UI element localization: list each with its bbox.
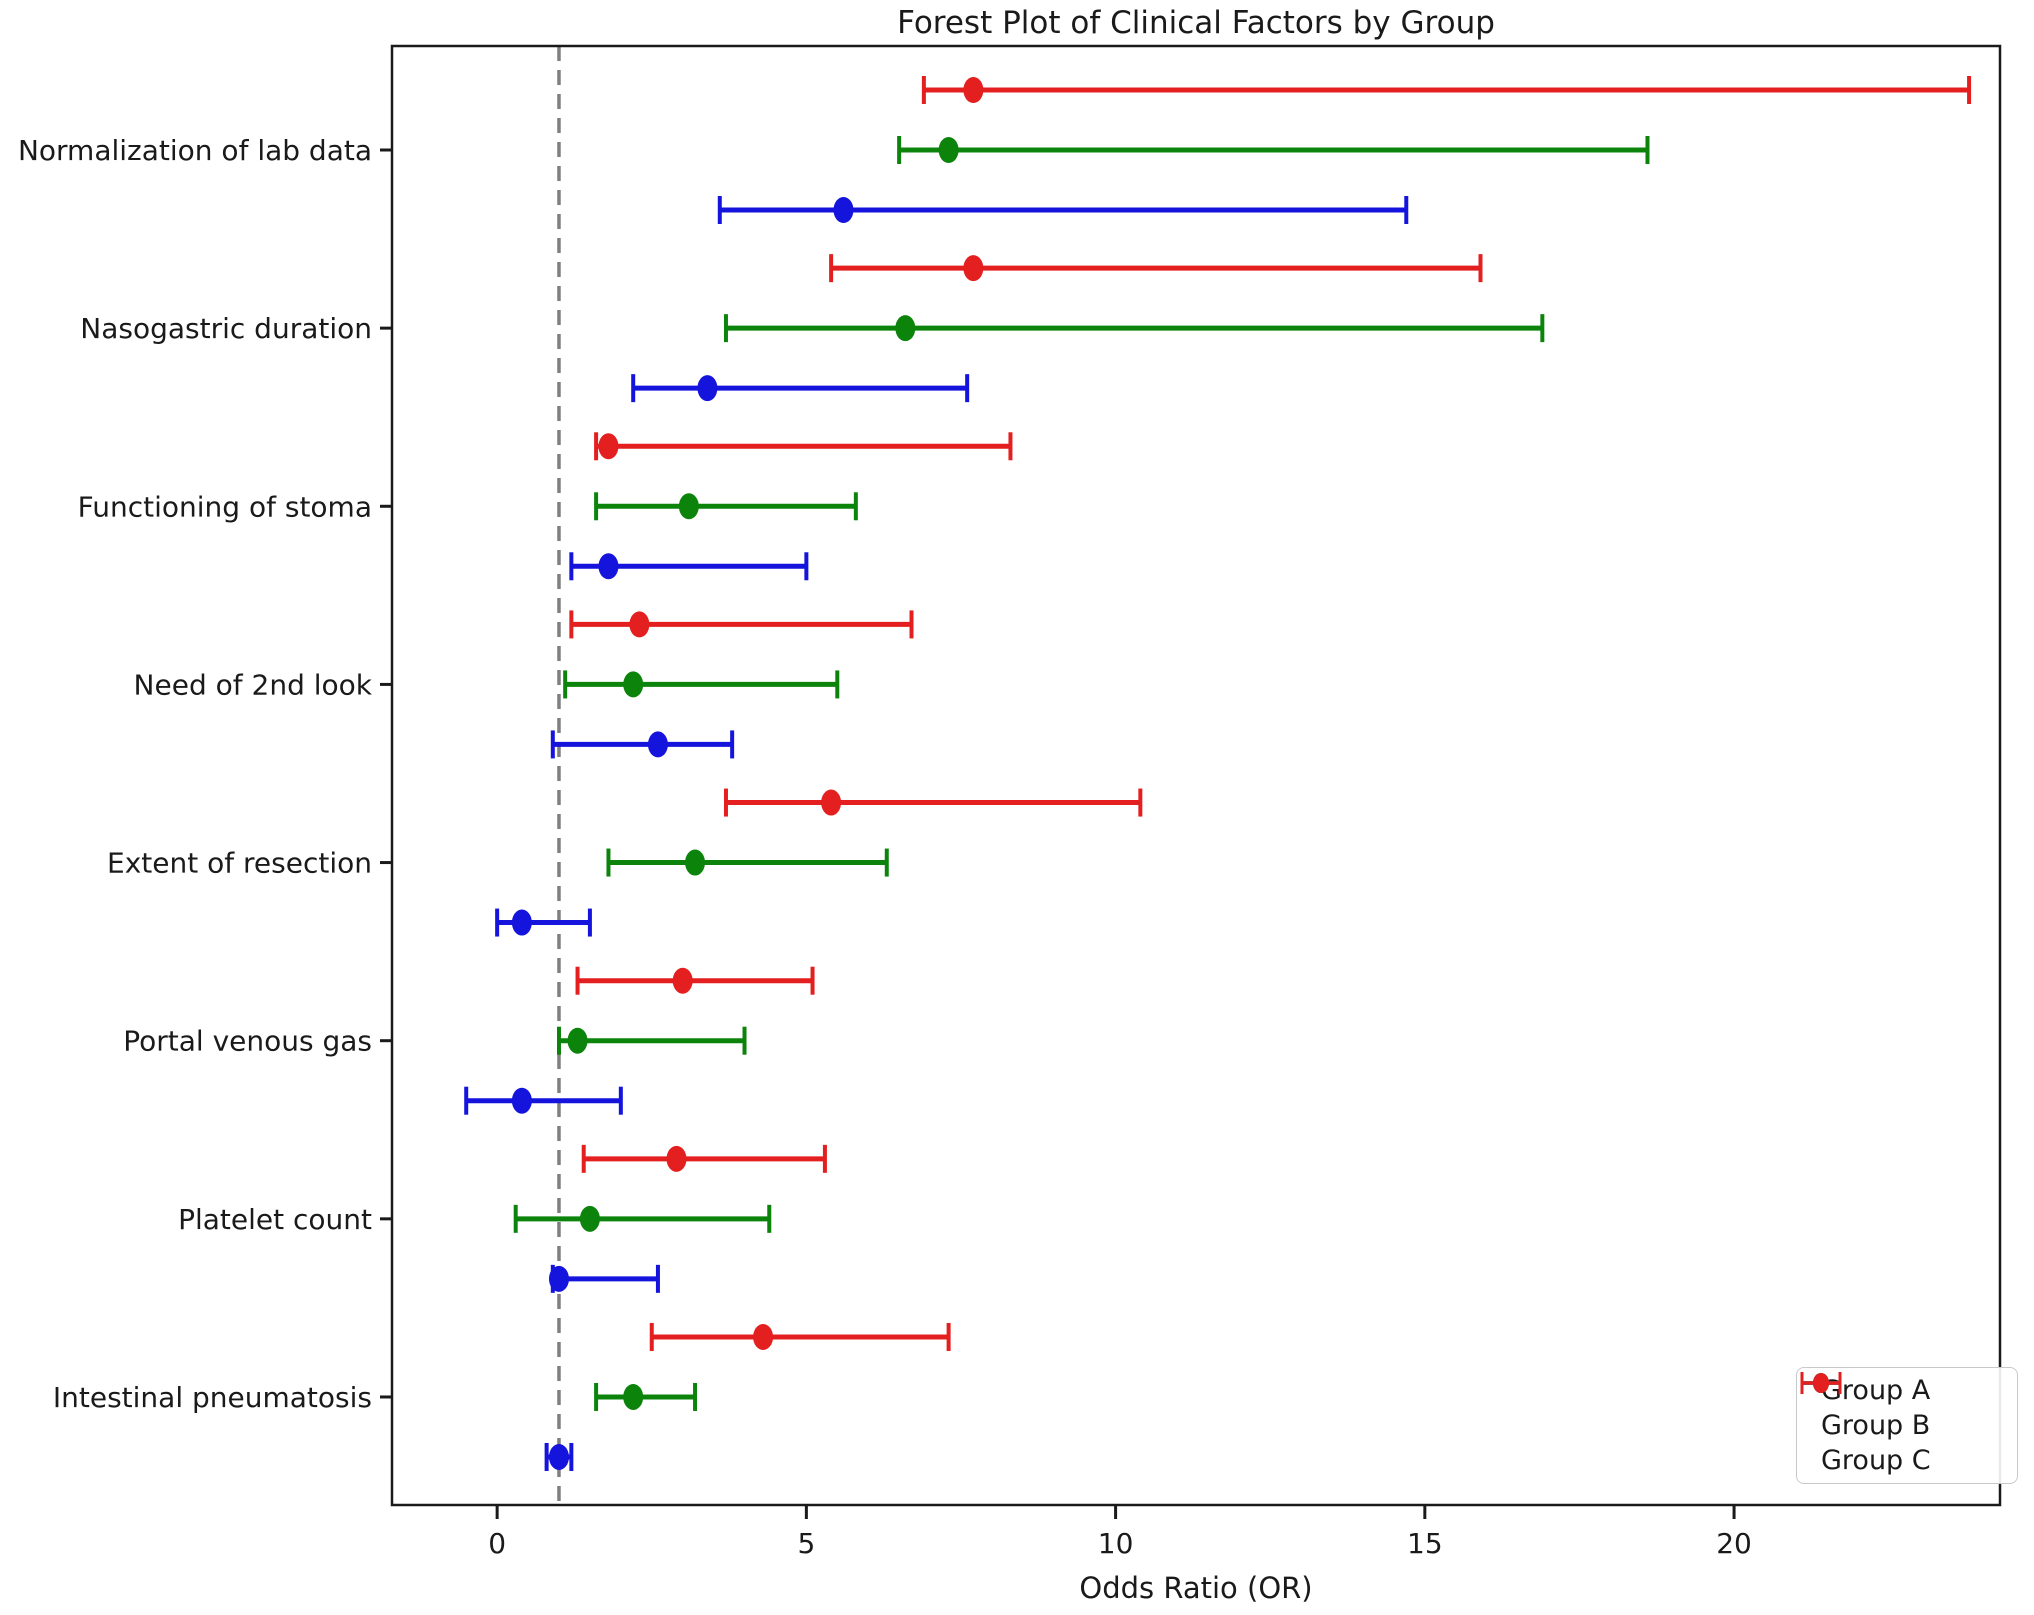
y-axis-category-label: Normalization of lab data (18, 134, 372, 167)
point-estimate-group-b (579, 1205, 600, 1232)
point-estimate-group-b (895, 315, 916, 342)
point-estimate-group-c (963, 255, 984, 282)
x-axis-tick-label: 10 (1098, 1527, 1134, 1560)
point-estimate-group-b (623, 671, 644, 698)
point-estimate-group-a (548, 1265, 569, 1292)
point-estimate-group-c (666, 1145, 687, 1172)
y-axis-category-label: Nasogastric duration (80, 312, 372, 345)
x-axis-tick-label: 5 (797, 1527, 815, 1560)
point-estimate-group-a (647, 731, 668, 758)
y-axis-category-label: Intestinal pneumatosis (53, 1381, 372, 1414)
point-estimate-group-b (623, 1383, 644, 1410)
x-axis-label: Odds Ratio (OR) (1079, 1571, 1312, 1605)
x-axis-tick-label: 0 (488, 1527, 506, 1560)
point-estimate-group-c (629, 611, 650, 638)
x-axis-tick-label: 15 (1407, 1527, 1443, 1560)
point-estimate-group-b (567, 1027, 588, 1054)
point-estimate-group-c (753, 1323, 774, 1350)
point-estimate-group-b (678, 493, 699, 520)
legend-box: Group A Group B Group C (1796, 1367, 2018, 1484)
y-axis-category-label: Need of 2nd look (134, 668, 373, 701)
point-estimate-group-c (672, 967, 693, 994)
point-estimate-group-c (963, 77, 984, 103)
legend-entry-group-b: Group B (1797, 1372, 2017, 1443)
legend-label: Group B (1821, 1410, 1931, 1441)
legend-entry-group-c: Group C (1797, 1372, 2017, 1478)
point-estimate-group-b (938, 137, 959, 163)
point-estimate-group-a (511, 1087, 532, 1114)
point-estimate-group-b (685, 849, 706, 876)
axes-box (390, 44, 2002, 1507)
y-axis-category-label: Platelet count (178, 1203, 372, 1236)
chart-title: Forest Plot of Clinical Factors by Group (897, 5, 1495, 41)
legend-label: Group C (1821, 1445, 1931, 1476)
y-axis-category-label: Functioning of stoma (78, 490, 372, 523)
x-axis-tick-label: 20 (1716, 1527, 1752, 1560)
y-axis-category-label: Portal venous gas (123, 1025, 372, 1058)
point-estimate-group-a (511, 909, 532, 936)
point-estimate-group-c (821, 789, 842, 816)
point-estimate-group-c (598, 433, 619, 460)
point-estimate-group-a (548, 1443, 569, 1470)
point-estimate-group-a (697, 375, 718, 402)
point-estimate-group-a (833, 197, 854, 223)
point-estimate-group-a (598, 553, 619, 580)
legend-errorbar-icon (1800, 1372, 1842, 1394)
y-axis-category-label: Extent of resection (107, 847, 372, 880)
